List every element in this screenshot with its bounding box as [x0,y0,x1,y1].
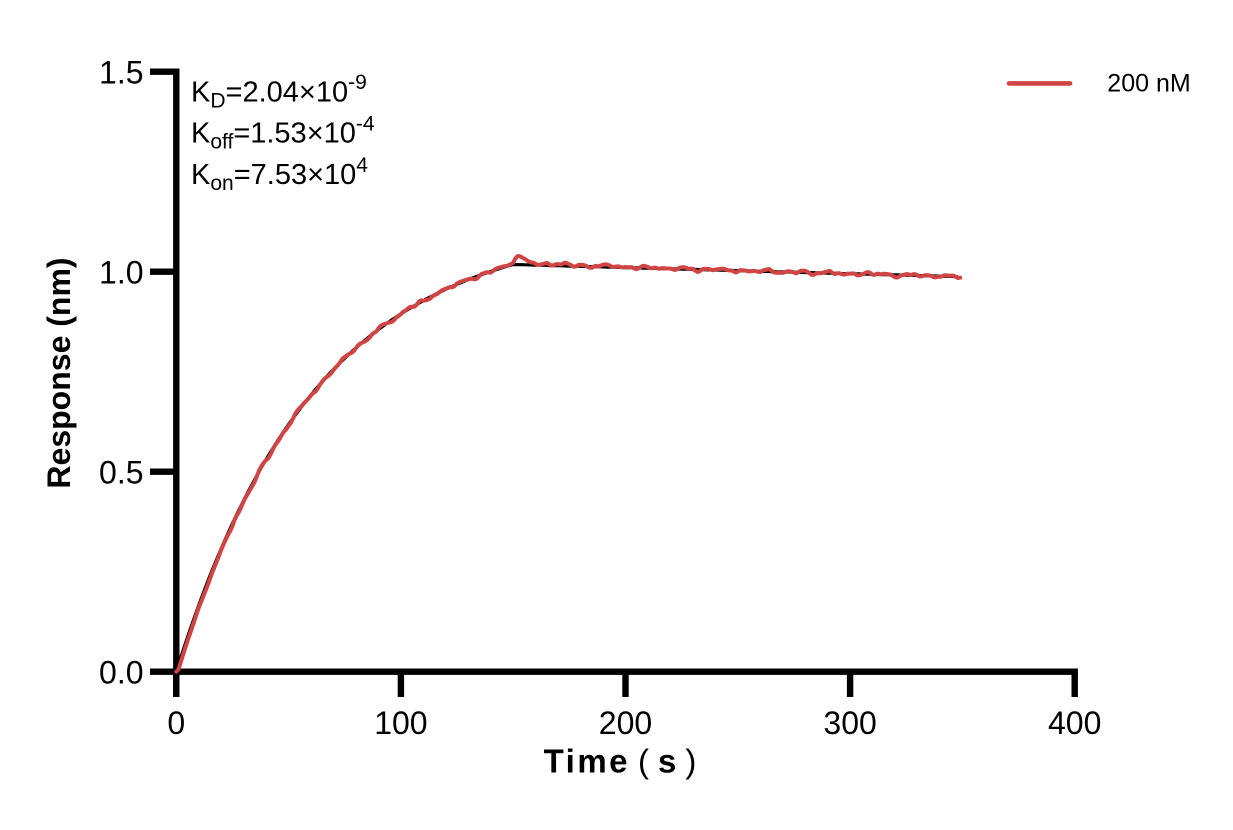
svg-text:400: 400 [1048,705,1101,741]
svg-text:0.0: 0.0 [99,654,143,690]
svg-text:0.5: 0.5 [99,454,143,490]
svg-text:200: 200 [599,705,652,741]
svg-text:Response (nm): Response (nm) [41,257,77,488]
svg-text:Time(s): Time(s) [544,743,697,780]
svg-text:100: 100 [374,705,427,741]
svg-text:300: 300 [823,705,876,741]
svg-text:0: 0 [167,705,185,741]
svg-text:KD=2.04×10-9: KD=2.04×10-9 [191,71,367,112]
svg-text:Kon=7.53×104: Kon=7.53×104 [191,154,368,195]
svg-text:200 nM: 200 nM [1107,69,1190,97]
svg-text:1.0: 1.0 [99,254,143,290]
svg-text:1.5: 1.5 [99,54,143,90]
